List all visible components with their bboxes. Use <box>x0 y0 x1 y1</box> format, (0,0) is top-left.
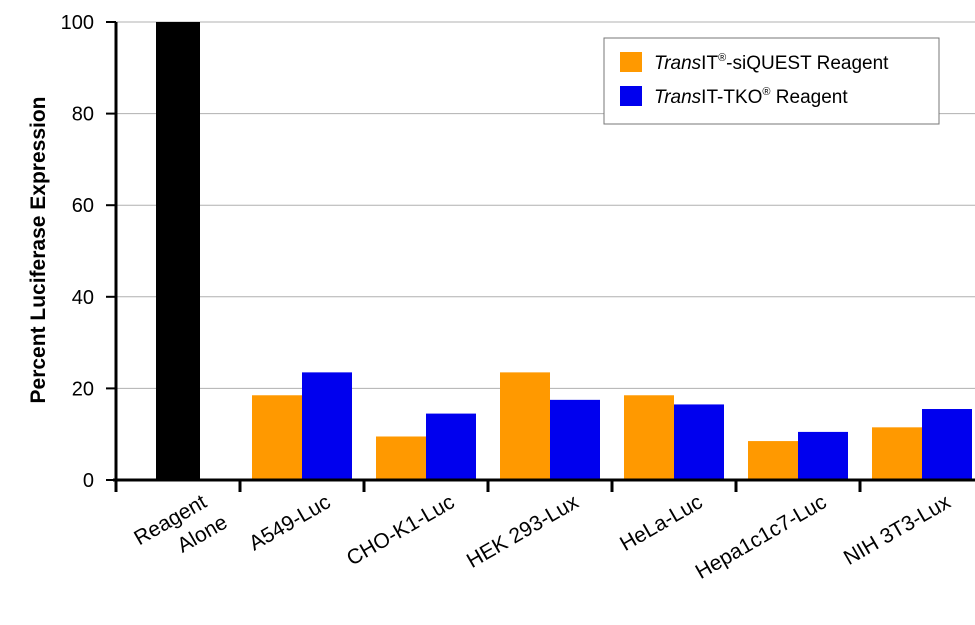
category-label-4: HeLa-Luc <box>616 490 706 555</box>
category-label-5: Hepa1c1c7-Luc <box>692 490 831 583</box>
bar-1-6 <box>872 427 922 480</box>
bar-1-1 <box>252 395 302 480</box>
bar-1-5 <box>748 441 798 480</box>
y-tick-label-20: 20 <box>72 378 94 400</box>
bar-control-0 <box>156 22 200 480</box>
y-tick-label-100: 100 <box>61 12 94 34</box>
bar-1-4 <box>624 395 674 480</box>
bar-1-2 <box>376 436 426 480</box>
y-tick-label-40: 40 <box>72 287 94 309</box>
bar-2-2 <box>426 413 476 480</box>
bar-2-5 <box>798 431 848 480</box>
legend-swatch-2 <box>620 86 642 106</box>
bar-1-3 <box>500 372 550 480</box>
bar-2-6 <box>922 409 972 480</box>
legend-label-1: TransIT®-siQUEST Reagent <box>654 52 889 74</box>
category-label-1: A549-Luc <box>245 490 334 555</box>
bars <box>156 22 972 480</box>
y-tick-label-0: 0 <box>83 470 94 492</box>
y-tick-labels: 0 20 40 60 80 100 <box>61 12 94 492</box>
y-axis-label: Percent Luciferase Expression <box>27 97 50 404</box>
legend: TransIT®-siQUEST Reagent TransIT-TKO® Rea… <box>603 37 940 125</box>
legend-label-2: TransIT-TKO® Reagent <box>654 86 848 108</box>
legend-box <box>603 37 940 125</box>
category-label-6: NIH 3T3-Lux <box>840 490 955 570</box>
bar-2-4 <box>674 404 724 480</box>
legend-swatch-1 <box>620 52 642 72</box>
bar-2-3 <box>550 399 600 480</box>
bar-2-1 <box>302 372 352 480</box>
axes <box>106 21 975 492</box>
y-tick-label-80: 80 <box>72 104 94 126</box>
category-label-3: HEK 293-Lux <box>463 490 583 573</box>
category-label-2: CHO-K1-Luc <box>343 490 459 570</box>
x-category-labels: ReagentAlone A549-Luc CHO-K1-Luc HEK 293-Lu… <box>130 486 955 584</box>
y-tick-label-60: 60 <box>72 195 94 217</box>
category-label-0: ReagentAlone <box>130 486 231 574</box>
